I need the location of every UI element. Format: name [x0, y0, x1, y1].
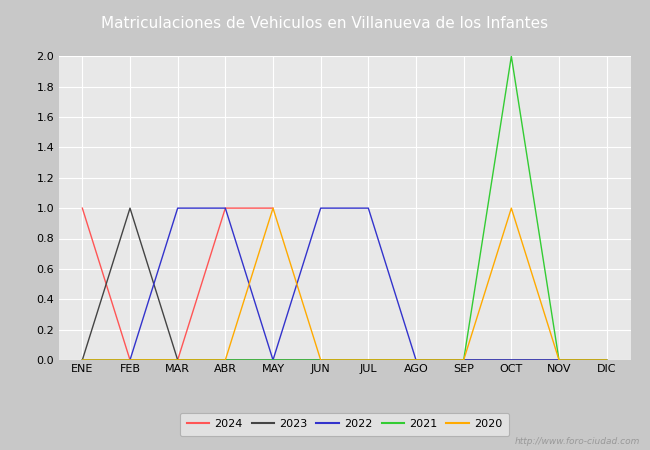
Line: 2020: 2020: [83, 208, 606, 360]
2021: [222, 357, 229, 363]
2024: [269, 205, 277, 211]
2021: [508, 54, 515, 59]
2024: [126, 357, 134, 363]
2022: [460, 357, 467, 363]
2023: [79, 357, 86, 363]
2022: [79, 357, 86, 363]
2020: [412, 357, 420, 363]
2022: [317, 205, 324, 211]
2021: [603, 357, 610, 363]
2023: [269, 357, 277, 363]
2022: [365, 205, 372, 211]
2022: [555, 357, 563, 363]
2023: [603, 357, 610, 363]
2023: [222, 357, 229, 363]
2022: [222, 205, 229, 211]
2022: [508, 357, 515, 363]
2022: [603, 357, 610, 363]
2021: [460, 357, 467, 363]
2022: [126, 357, 134, 363]
Line: 2022: 2022: [83, 208, 606, 360]
2021: [555, 357, 563, 363]
2023: [460, 357, 467, 363]
Line: 2021: 2021: [83, 56, 606, 360]
2024: [79, 205, 86, 211]
2020: [603, 357, 610, 363]
2021: [126, 357, 134, 363]
2022: [269, 357, 277, 363]
2021: [412, 357, 420, 363]
2021: [365, 357, 372, 363]
2020: [460, 357, 467, 363]
Text: Matriculaciones de Vehiculos en Villanueva de los Infantes: Matriculaciones de Vehiculos en Villanue…: [101, 16, 549, 31]
Line: 2024: 2024: [83, 208, 273, 360]
2020: [508, 205, 515, 211]
2022: [412, 357, 420, 363]
2020: [365, 357, 372, 363]
2023: [365, 357, 372, 363]
Text: http://www.foro-ciudad.com: http://www.foro-ciudad.com: [515, 436, 640, 446]
2023: [555, 357, 563, 363]
2023: [508, 357, 515, 363]
2024: [174, 357, 181, 363]
Line: 2023: 2023: [83, 208, 606, 360]
2020: [555, 357, 563, 363]
2024: [222, 205, 229, 211]
2020: [269, 205, 277, 211]
2021: [79, 357, 86, 363]
2020: [79, 357, 86, 363]
2020: [174, 357, 181, 363]
2023: [126, 205, 134, 211]
2021: [269, 357, 277, 363]
2023: [412, 357, 420, 363]
2023: [174, 357, 181, 363]
2023: [317, 357, 324, 363]
2020: [222, 357, 229, 363]
Legend: 2024, 2023, 2022, 2021, 2020: 2024, 2023, 2022, 2021, 2020: [180, 413, 509, 436]
2021: [174, 357, 181, 363]
2020: [126, 357, 134, 363]
2020: [317, 357, 324, 363]
2022: [174, 205, 181, 211]
2021: [317, 357, 324, 363]
